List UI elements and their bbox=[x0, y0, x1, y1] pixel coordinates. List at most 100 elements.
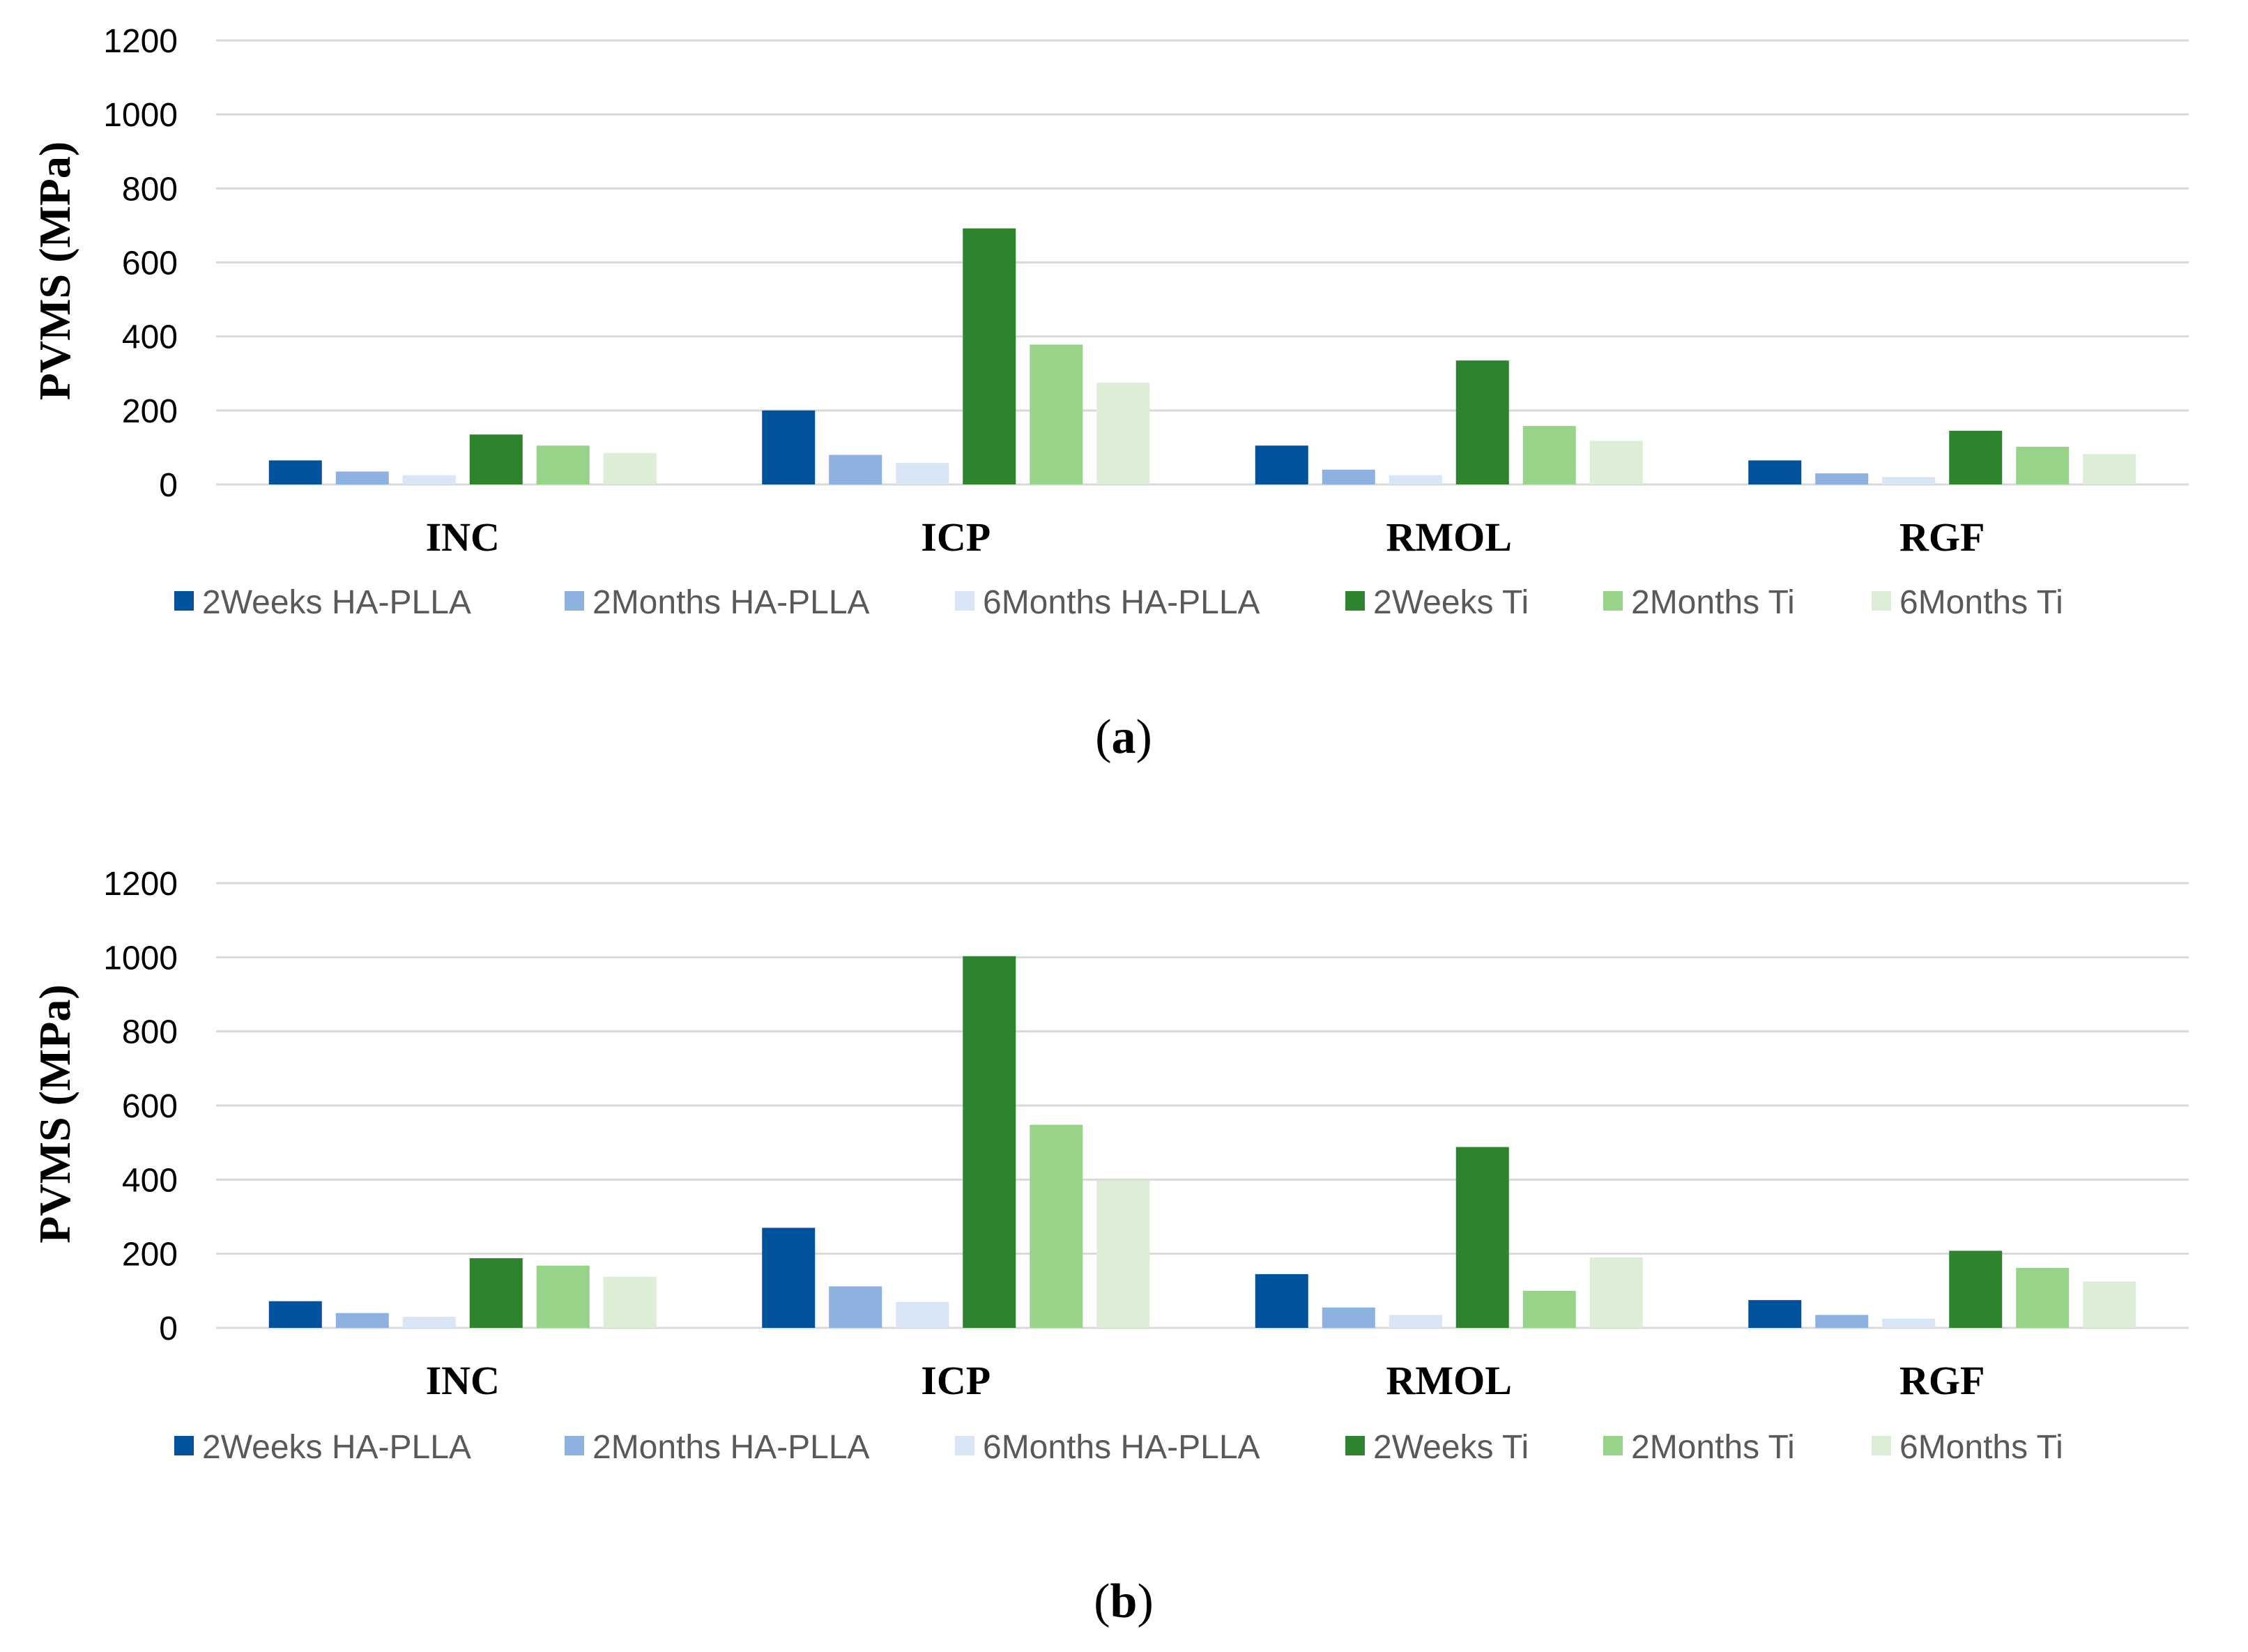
y-axis-label: PVMS (MPa) bbox=[30, 984, 79, 1243]
bar-rmol-2months-ti bbox=[1522, 1290, 1576, 1328]
bar-inc-2months-ha-plla bbox=[335, 1313, 389, 1328]
bar-inc-2months-ti bbox=[536, 1265, 590, 1328]
bar-icp-2months-ti bbox=[1030, 344, 1083, 484]
bar-rmol-2months-ha-plla bbox=[1322, 469, 1375, 484]
y-tick-label: 200 bbox=[122, 393, 178, 430]
legend-swatch bbox=[565, 1436, 584, 1455]
bar-inc-2weeks-ha-plla bbox=[268, 460, 322, 484]
bar-inc-6months-ti bbox=[603, 452, 657, 484]
bar-rgf-6months-ha-plla bbox=[1882, 1318, 1936, 1328]
y-tick-label: 600 bbox=[122, 245, 178, 282]
bar-rgf-6months-ti bbox=[2083, 454, 2136, 484]
bar-icp-2months-ha-plla bbox=[829, 454, 882, 484]
bar-rgf-6months-ha-plla bbox=[1882, 477, 1936, 484]
y-tick-label: 1200 bbox=[103, 866, 178, 903]
bar-icp-6months-ti bbox=[1096, 1180, 1150, 1328]
bar-icp-2weeks-ti bbox=[963, 956, 1016, 1328]
y-tick-label: 0 bbox=[159, 1310, 178, 1347]
bar-rmol-2weeks-ha-plla bbox=[1255, 1274, 1308, 1328]
legend-swatch bbox=[955, 591, 974, 611]
legend-label: 6Months Ti bbox=[1899, 1429, 2063, 1466]
bar-rmol-2weeks-ti bbox=[1455, 360, 1509, 484]
y-tick-label: 0 bbox=[159, 467, 178, 504]
x-category-label: RMOL bbox=[1386, 514, 1512, 560]
bar-inc-2weeks-ha-plla bbox=[268, 1301, 322, 1328]
panel-label: (a) bbox=[1095, 710, 1152, 764]
y-tick-label: 800 bbox=[122, 1014, 178, 1051]
bar-rmol-2weeks-ti bbox=[1455, 1147, 1509, 1328]
legend-swatch bbox=[1603, 1436, 1623, 1455]
bar-icp-2months-ti bbox=[1030, 1124, 1083, 1328]
bar-rgf-2months-ha-plla bbox=[1815, 1315, 1869, 1328]
bar-inc-2weeks-ti bbox=[469, 434, 523, 484]
bar-rmol-6months-ha-plla bbox=[1389, 475, 1442, 484]
bar-rgf-2months-ti bbox=[2016, 1267, 2070, 1328]
y-tick-label: 400 bbox=[122, 1162, 178, 1199]
legend-swatch bbox=[1345, 591, 1365, 611]
legend-label: 2Months HA-PLLA bbox=[592, 584, 870, 621]
bar-rmol-6months-ti bbox=[1589, 441, 1643, 484]
x-category-label: INC bbox=[426, 514, 500, 560]
legend-swatch bbox=[565, 591, 584, 611]
legend-label: 2Months HA-PLLA bbox=[592, 1429, 870, 1466]
bar-icp-2months-ha-plla bbox=[829, 1286, 882, 1328]
legend-label: 2Weeks HA-PLLA bbox=[202, 1429, 471, 1466]
bar-rgf-2months-ti bbox=[2016, 446, 2070, 484]
bar-icp-2weeks-ti bbox=[963, 228, 1016, 484]
bar-rmol-6months-ti bbox=[1589, 1257, 1643, 1328]
legend-label: 2Weeks Ti bbox=[1373, 1429, 1529, 1466]
bar-icp-6months-ha-plla bbox=[896, 463, 949, 484]
chart-a: 0 200 400 600 800 1000 1200 PVMS (MPa) INC ICP RMO… bbox=[30, 23, 2189, 764]
bar-rmol-6months-ha-plla bbox=[1389, 1315, 1442, 1328]
y-tick-label: 1000 bbox=[103, 97, 178, 134]
bar-rgf-2weeks-ti bbox=[1949, 431, 2003, 484]
legend-label: 6Months Ti bbox=[1899, 584, 2063, 621]
x-category-label: ICP bbox=[921, 514, 991, 560]
legend-swatch bbox=[1603, 591, 1623, 611]
bar-inc-6months-ha-plla bbox=[402, 475, 456, 484]
bar-icp-6months-ti bbox=[1096, 383, 1150, 484]
y-tick-label: 600 bbox=[122, 1088, 178, 1125]
bar-icp-2weeks-ha-plla bbox=[762, 1227, 816, 1328]
x-category-label: RGF bbox=[1899, 1358, 1985, 1403]
y-tick-label: 400 bbox=[122, 319, 178, 356]
bar-icp-6months-ha-plla bbox=[896, 1301, 949, 1328]
legend-label: 2Weeks HA-PLLA bbox=[202, 584, 471, 621]
x-category-label: RGF bbox=[1899, 514, 1985, 560]
panel-label: (b) bbox=[1094, 1575, 1154, 1628]
bar-inc-6months-ti bbox=[603, 1276, 657, 1328]
bar-rgf-6months-ti bbox=[2083, 1281, 2136, 1328]
legend-label: 6Months HA-PLLA bbox=[983, 1429, 1260, 1466]
y-axis-label: PVMS (MPa) bbox=[30, 142, 79, 400]
x-category-label: INC bbox=[426, 1358, 500, 1403]
legend-label: 2Months Ti bbox=[1631, 1429, 1795, 1466]
legend-label: 2Weeks Ti bbox=[1373, 584, 1529, 621]
legend-swatch bbox=[174, 1436, 194, 1455]
bar-rmol-2months-ti bbox=[1522, 426, 1576, 484]
bar-rgf-2weeks-ha-plla bbox=[1748, 460, 1802, 484]
bar-rgf-2weeks-ti bbox=[1949, 1251, 2003, 1328]
bar-icp-2weeks-ha-plla bbox=[762, 410, 816, 484]
bar-inc-2months-ha-plla bbox=[335, 471, 389, 484]
chart-b: 0 200 400 600 800 1000 1200 PVMS (MPa) INC ICP RMO… bbox=[30, 866, 2189, 1628]
legend-label: 6Months HA-PLLA bbox=[983, 584, 1260, 621]
legend-label: 2Months Ti bbox=[1631, 584, 1795, 621]
legend-swatch bbox=[1872, 591, 1891, 611]
bar-rgf-2weeks-ha-plla bbox=[1748, 1300, 1802, 1328]
bar-rmol-2weeks-ha-plla bbox=[1255, 445, 1308, 484]
bar-inc-2months-ti bbox=[536, 445, 590, 484]
legend-swatch bbox=[955, 1436, 974, 1455]
legend-swatch bbox=[1872, 1436, 1891, 1455]
bar-rgf-2months-ha-plla bbox=[1815, 473, 1869, 484]
x-category-label: RMOL bbox=[1386, 1358, 1512, 1403]
y-tick-label: 800 bbox=[122, 171, 178, 208]
legend-swatch bbox=[174, 591, 194, 611]
y-tick-label: 200 bbox=[122, 1237, 178, 1274]
bar-inc-6months-ha-plla bbox=[402, 1317, 456, 1328]
y-tick-label: 1000 bbox=[103, 940, 178, 977]
y-tick-label: 1200 bbox=[103, 23, 178, 60]
legend-swatch bbox=[1345, 1436, 1365, 1455]
bar-inc-2weeks-ti bbox=[469, 1258, 523, 1328]
x-category-label: ICP bbox=[921, 1358, 991, 1403]
